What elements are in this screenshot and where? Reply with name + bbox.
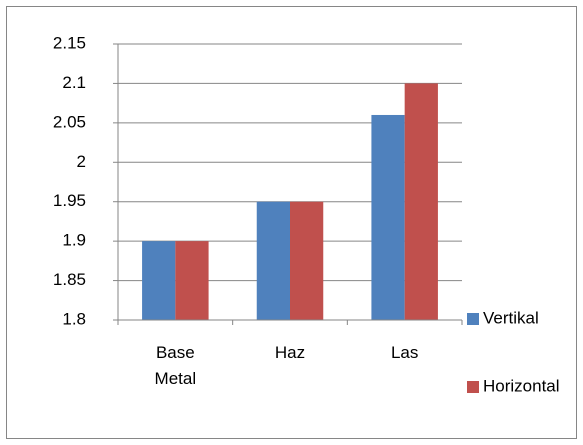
y-tick-label: 2.15 bbox=[53, 33, 86, 52]
legend-swatch bbox=[467, 313, 479, 325]
y-tick-label: 1.8 bbox=[62, 309, 86, 328]
x-tick-label: Haz bbox=[274, 343, 306, 362]
y-tick-label: 1.85 bbox=[53, 270, 86, 289]
legend-label: Horizontal bbox=[483, 376, 560, 395]
legend-label: Vertikal bbox=[483, 308, 539, 327]
bar bbox=[175, 241, 209, 320]
bar bbox=[256, 201, 290, 320]
x-tick-label: Base Metal bbox=[154, 343, 197, 388]
bar bbox=[404, 83, 438, 320]
y-tick-label: 2.1 bbox=[62, 73, 86, 92]
bar bbox=[142, 241, 176, 320]
x-tick-label: Las bbox=[390, 343, 419, 362]
legend-swatch bbox=[467, 381, 479, 393]
y-tick-label: 2.05 bbox=[53, 112, 86, 131]
bar bbox=[371, 114, 405, 320]
bar bbox=[290, 201, 324, 320]
y-tick-label: 1.95 bbox=[53, 191, 86, 210]
y-tick-label: 2 bbox=[77, 152, 86, 171]
y-tick-label: 1.9 bbox=[62, 231, 86, 250]
